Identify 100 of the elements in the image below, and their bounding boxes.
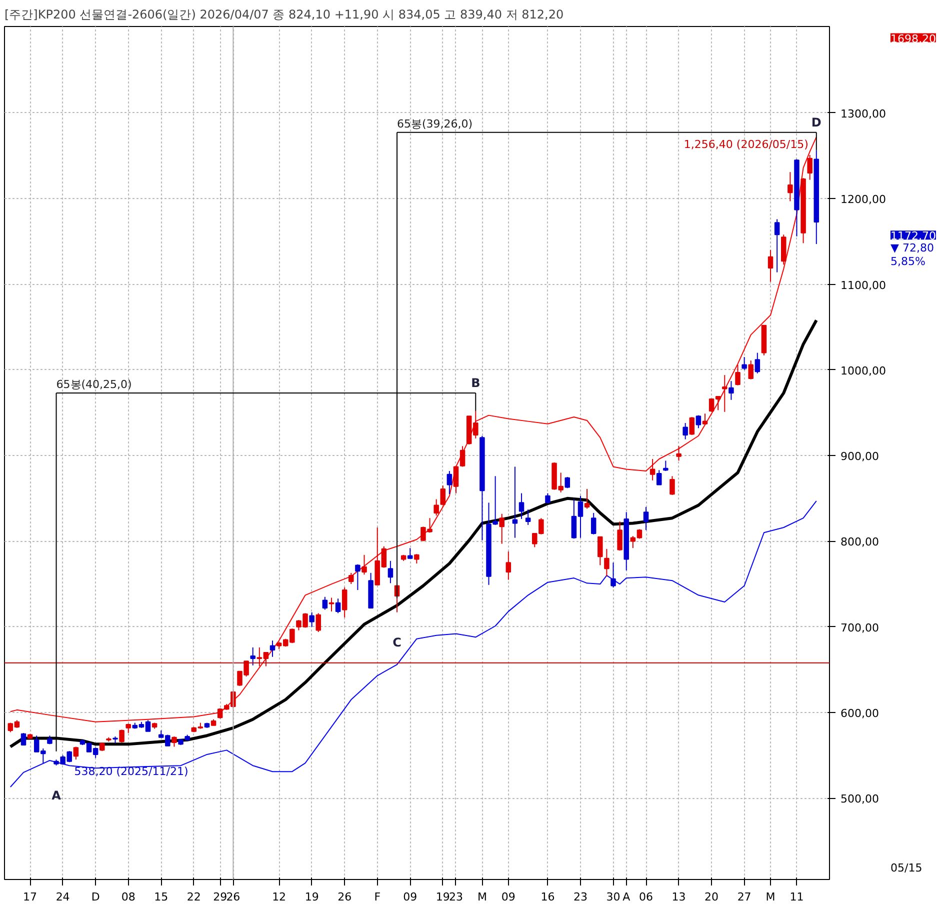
x-tick-label: D	[91, 890, 100, 904]
candlestick	[610, 562, 616, 588]
x-tick-label: 08	[121, 890, 136, 904]
candlestick	[807, 154, 812, 180]
candlestick	[722, 374, 728, 412]
candlestick	[335, 598, 341, 614]
candlestick	[119, 729, 124, 743]
y-tick-label: 1300,00	[840, 108, 886, 120]
candlestick	[617, 521, 622, 552]
x-tick-label: 23	[573, 890, 588, 904]
y-tick-label: 700,00	[840, 621, 879, 634]
candlestick	[355, 564, 360, 591]
text: 5,85%	[890, 254, 926, 268]
x-tick-label: 27	[737, 890, 752, 904]
candlestick	[768, 250, 774, 282]
line-series	[10, 500, 817, 788]
x-tick-label: 26	[226, 890, 240, 904]
candlestick	[362, 554, 367, 576]
annotation: B	[471, 376, 480, 390]
candlestick	[676, 446, 682, 462]
text: ▼ 72,80	[890, 242, 934, 255]
y-tick-label: 1000,00	[840, 364, 886, 378]
candlestick	[584, 488, 590, 510]
candlestick	[407, 548, 413, 559]
candlestick	[342, 586, 348, 618]
candlestick	[126, 723, 131, 734]
candlestick	[499, 513, 504, 544]
candlestick	[316, 612, 322, 632]
annotation: 65봉(40,25,0)	[56, 378, 132, 392]
candlestick	[20, 732, 26, 746]
text: 05/15	[890, 862, 922, 875]
x-tick-label: 06	[639, 890, 654, 904]
candlestick	[525, 509, 531, 526]
x-tick-label: 16	[540, 890, 555, 904]
candlestick	[388, 560, 394, 584]
candlestick	[322, 596, 328, 610]
candlestick	[73, 746, 79, 760]
candlestick	[604, 548, 610, 577]
candlestick	[460, 446, 466, 468]
candlestick	[643, 506, 649, 531]
candlestick	[788, 172, 793, 202]
candlestick	[172, 736, 177, 748]
candlestick	[309, 612, 314, 628]
line-series	[8, 318, 818, 748]
candlestick	[440, 485, 446, 506]
y-tick-label: 900,00	[840, 450, 879, 464]
candlestick	[518, 492, 524, 520]
candlestick	[781, 234, 786, 266]
y-tick-label: 1100,00	[840, 278, 886, 292]
candlestick	[414, 554, 420, 564]
x-tick-label: 30	[606, 890, 620, 904]
x-tick-label: 11	[790, 890, 804, 904]
candlestick	[250, 646, 256, 666]
candlestick	[742, 356, 747, 370]
y-tick-label: 500,00	[840, 792, 879, 806]
x-tick-label: 29	[213, 890, 228, 904]
x-tick-label: 20	[704, 890, 719, 904]
candlestick	[506, 550, 512, 580]
x-tick-label: 23	[448, 890, 463, 904]
candlestick	[663, 460, 668, 472]
candlestick	[689, 416, 695, 436]
x-tick-label: F	[374, 890, 381, 904]
y-tick-label: 600,00	[840, 706, 879, 720]
candlestick	[446, 470, 452, 495]
annotation: C	[392, 635, 402, 650]
annotation: 1,256,40 (2026/05/15)	[684, 138, 808, 151]
x-tick-label: 09	[403, 890, 418, 904]
candlestick	[545, 492, 550, 504]
candlestick	[696, 414, 702, 429]
annotation: 65봉(39,26,0)	[397, 117, 473, 130]
candlestick	[348, 572, 354, 585]
x-tick-label: 26	[338, 890, 352, 904]
x-tick-label: A	[622, 890, 631, 904]
candlestick	[598, 536, 603, 566]
y-tick-label: 1200,00	[840, 193, 886, 206]
candlestick	[650, 458, 656, 481]
x-tick-label: 22	[186, 890, 201, 904]
candlestick	[735, 364, 740, 386]
x-tick-label: 19	[436, 890, 450, 904]
x-tick-label: M	[477, 890, 487, 904]
x-tick-label: 12	[272, 890, 286, 904]
x-tick-label: 13	[672, 890, 686, 904]
x-tick-label: M	[766, 890, 776, 904]
annotation: D	[811, 115, 822, 130]
candlestick	[590, 512, 596, 535]
annotation: 538,20 (2025/11/21)	[74, 764, 188, 778]
x-tick-label: 24	[56, 890, 70, 904]
candlestick	[670, 476, 675, 496]
text: 1698,20	[890, 32, 936, 46]
x-tick-label: 09	[501, 890, 516, 904]
candlestick	[774, 218, 780, 273]
candlestick	[754, 352, 760, 374]
candlestick	[434, 498, 439, 516]
x-tick-label: 15	[154, 890, 168, 904]
candlestick	[682, 422, 688, 440]
x-tick-label: 17	[23, 890, 38, 904]
chart-title: [주간]KP200 선물연결-2606(일간) 2026/04/07 종 824,10 +11,90 시 834,05 고 839,40 저 812,20	[4, 8, 564, 22]
candlestick	[656, 470, 662, 486]
candlestick	[728, 380, 734, 400]
line-series	[10, 136, 817, 722]
